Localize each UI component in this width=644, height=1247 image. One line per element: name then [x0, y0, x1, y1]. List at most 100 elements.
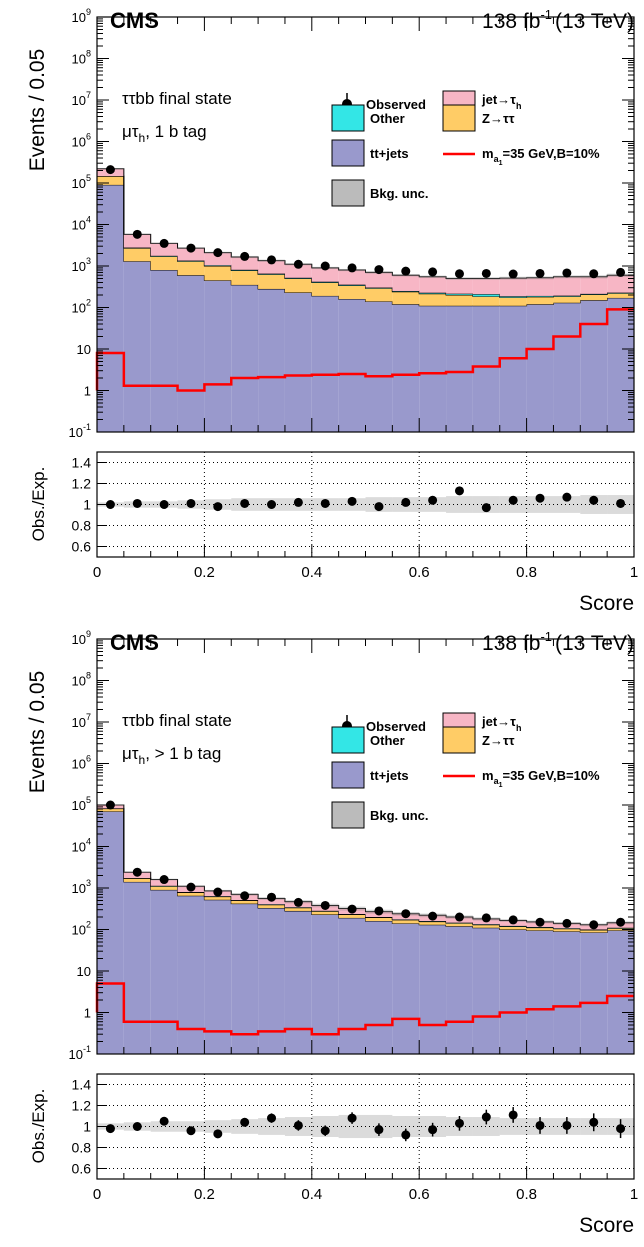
legend-unc-label: Bkg. unc. — [370, 186, 429, 201]
y-axis-label: Events / 0.05 — [26, 671, 49, 794]
y-tick-exponent: 2 — [86, 920, 91, 930]
legend-signal-subsub: 1 — [499, 160, 503, 167]
ratio-point — [401, 1130, 410, 1139]
channel-sub: h — [139, 753, 146, 767]
y-tick-base: 10 — [72, 301, 86, 316]
bar-fakes — [419, 277, 446, 293]
observed-point — [374, 906, 383, 915]
y-tick-label: 103 — [72, 256, 91, 274]
legend-signal-text: =35 GeV,B=10% — [502, 768, 600, 783]
y-tick-exponent: 9 — [86, 7, 91, 17]
y-tick-base: 10 — [72, 176, 86, 191]
y-tick-label: 103 — [72, 878, 91, 896]
bar-ttjets — [580, 932, 607, 1054]
bar-ttjets — [580, 300, 607, 432]
observed-point — [348, 905, 357, 914]
y-tick-exponent: 3 — [86, 256, 91, 266]
legend-ttjets-label: tt+jets — [370, 768, 409, 783]
bar-fakes — [446, 278, 473, 293]
y-tick-label: 10-1 — [69, 1044, 91, 1062]
observed-point — [616, 918, 625, 927]
observed-point — [240, 252, 249, 261]
legend-signal-text: =35 GeV,B=10% — [502, 146, 600, 161]
ratio-point — [267, 1114, 276, 1123]
y-tick-exponent: 3 — [86, 878, 91, 888]
ratio-point — [482, 1113, 491, 1122]
y-tick-exponent: 6 — [86, 754, 91, 764]
ratio-y-tick-label: 1.4 — [72, 455, 92, 471]
bar-ztt — [339, 914, 366, 917]
ratio-point — [213, 502, 222, 511]
luminosity-label: 138 fb-1(13 TeV) — [482, 629, 634, 655]
ratio-y-tick-label: 1.2 — [72, 476, 92, 492]
x-tick-label: 0 — [93, 1186, 101, 1203]
legend-fakes-sub: h — [516, 723, 522, 733]
observed-point — [509, 270, 518, 279]
y-tick-exponent: 8 — [86, 671, 91, 681]
y-tick-base: 10 — [69, 1047, 83, 1062]
ratio-point — [374, 1125, 383, 1134]
y-tick-base: 10 — [72, 259, 86, 274]
observed-point — [133, 230, 142, 239]
y-tick-base: 10 — [72, 135, 86, 150]
observed-point — [428, 912, 437, 921]
lumi-unit-exponent: -1 — [540, 629, 552, 644]
legend-ttjets-swatch — [332, 140, 364, 166]
legend-other-swatch — [332, 727, 364, 753]
observed-point — [267, 255, 276, 264]
legend-other-swatch — [332, 105, 364, 131]
bar-ttjets — [151, 270, 178, 432]
category-label: ττbb final state — [122, 89, 232, 108]
y-tick-exponent: -1 — [83, 422, 91, 432]
bar-ttjets — [419, 925, 446, 1054]
ratio-y-tick-label: 1 — [83, 1119, 91, 1135]
ratio-point — [562, 1121, 571, 1130]
bar-ztt — [473, 296, 500, 305]
y-tick-exponent: 9 — [86, 629, 91, 639]
y-tick-label: 108 — [72, 49, 91, 67]
observed-point — [213, 248, 222, 257]
y-tick-label: 106 — [72, 132, 91, 150]
bar-ttjets — [151, 890, 178, 1054]
observed-point — [589, 269, 598, 278]
ratio-point — [106, 500, 115, 509]
energy-label: (13 TeV) — [555, 10, 634, 33]
bar-ttjets — [419, 306, 446, 432]
legend-ztt-label: Z→ττ — [482, 733, 515, 748]
y-tick-label: 10-1 — [69, 422, 91, 440]
ratio-point — [401, 498, 410, 507]
y-tick-label: 104 — [72, 215, 91, 233]
y-tick-base: 10 — [77, 342, 91, 357]
y-tick-base: 10 — [69, 425, 83, 440]
x-tick-label: 1 — [630, 564, 638, 581]
bar-ttjets — [124, 882, 151, 1054]
bar-ztt — [419, 294, 446, 306]
y-tick-base: 10 — [72, 715, 86, 730]
bar-ztt — [553, 296, 580, 302]
y-axis-label: Events / 0.05 — [26, 49, 49, 172]
y-tick-exponent: 7 — [86, 90, 91, 100]
bar-ztt — [151, 256, 178, 270]
bar-ttjets — [231, 904, 258, 1054]
y-tick-label: 105 — [72, 795, 91, 813]
ratio-point — [133, 499, 142, 508]
ratio-point — [186, 499, 195, 508]
y-tick-base: 10 — [72, 757, 86, 772]
y-tick-exponent: 8 — [86, 49, 91, 59]
y-tick-label: 10 — [77, 342, 91, 357]
channel-tag: , > 1 b tag — [145, 744, 221, 763]
y-tick-base: 10 — [72, 52, 86, 67]
bar-ztt — [151, 886, 178, 890]
legend-fakes-text: jet→τ — [481, 714, 516, 729]
y-tick-base: 10 — [72, 674, 86, 689]
bar-fakes — [553, 277, 580, 296]
ratio-point — [348, 497, 357, 506]
y-tick-base: 10 — [72, 840, 86, 855]
observed-point — [321, 262, 330, 271]
observed-point — [106, 165, 115, 174]
ratio-point — [455, 486, 464, 495]
bar-ztt — [231, 270, 258, 284]
ratio-point — [589, 1118, 598, 1127]
y-tick-label: 105 — [72, 173, 91, 191]
